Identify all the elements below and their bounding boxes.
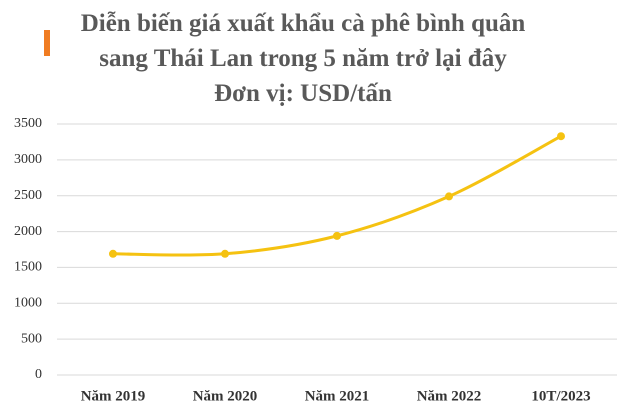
y-tick-label: 2500 (14, 188, 42, 203)
x-tick-label: Năm 2022 (417, 388, 482, 404)
y-tick-label: 1000 (14, 296, 42, 311)
y-tick-label: 500 (21, 331, 42, 346)
marker (557, 132, 565, 141)
marker (109, 249, 117, 258)
marker (221, 249, 229, 258)
marker (445, 192, 453, 201)
chart-title: Diễn biến giá xuất khẩu cà phê bình quân… (80, 10, 526, 72)
y-tick-label: 2000 (14, 224, 42, 239)
y-tick-label: 3000 (14, 152, 42, 167)
y-tick-label: 1500 (14, 260, 42, 275)
marker (333, 231, 341, 240)
x-tick-label: Năm 2020 (193, 388, 258, 404)
y-tick-label: 0 (35, 367, 42, 382)
title-block: Diễn biến giá xuất khẩu cà phê bình quân… (58, 6, 548, 111)
chart-subtitle: Đơn vị: USD/tấn (214, 80, 392, 107)
title-accent (44, 30, 50, 56)
x-tick-label: Năm 2019 (81, 388, 146, 404)
y-tick-label: 3500 (14, 116, 42, 131)
x-tick-label: Năm 2021 (305, 388, 370, 404)
x-tick-label: 10T/2023 (531, 388, 590, 404)
